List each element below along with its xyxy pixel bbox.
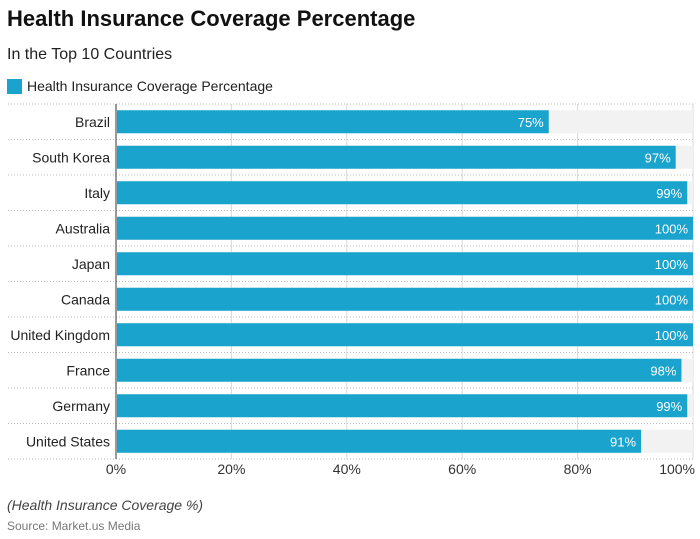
bar-value-label: 100% — [655, 292, 689, 307]
category-label: Japan — [72, 256, 110, 272]
bar-value-label: 100% — [655, 257, 689, 272]
legend-label: Health Insurance Coverage Percentage — [27, 78, 273, 94]
bar — [117, 429, 642, 453]
bar-value-label: 91% — [610, 434, 636, 449]
chart-title: Health Insurance Coverage Percentage — [7, 6, 416, 31]
legend-swatch — [7, 78, 22, 94]
chart-subtitle: In the Top 10 Countries — [7, 46, 173, 63]
bar — [117, 181, 688, 205]
chart-source: Source: Market.us Media — [7, 519, 141, 533]
bar — [117, 394, 688, 418]
bar-value-label: 100% — [655, 328, 689, 343]
category-label: Brazil — [75, 114, 110, 130]
bar — [117, 287, 693, 311]
bar — [117, 145, 676, 169]
category-label: Germany — [52, 398, 110, 414]
bar-value-label: 100% — [655, 221, 689, 236]
category-label: United Kingdom — [10, 327, 110, 343]
category-label: Canada — [61, 291, 110, 307]
legend: Health Insurance Coverage Percentage — [7, 78, 273, 94]
bar — [117, 252, 693, 276]
category-label: France — [66, 362, 110, 378]
category-label: United States — [26, 433, 110, 449]
x-tick-label: 60% — [448, 461, 476, 477]
x-tick-label: 0% — [106, 461, 126, 477]
x-tick-label: 40% — [333, 461, 361, 477]
bar-value-label: 99% — [656, 186, 682, 201]
x-tick-label: 20% — [217, 461, 245, 477]
x-tick-label: 100% — [659, 461, 695, 477]
x-tick-label: 80% — [564, 461, 592, 477]
bar — [117, 216, 693, 240]
category-label: Australia — [56, 220, 111, 236]
bar-value-label: 97% — [645, 150, 671, 165]
category-label: South Korea — [32, 149, 110, 165]
category-label: Italy — [84, 185, 110, 201]
chart-note: (Health Insurance Coverage %) — [7, 497, 204, 513]
bar-value-label: 99% — [656, 399, 682, 414]
bar-value-label: 98% — [650, 363, 676, 378]
bar — [117, 323, 693, 347]
bar-value-label: 75% — [518, 115, 544, 130]
bar — [117, 358, 682, 382]
bar — [117, 110, 549, 134]
